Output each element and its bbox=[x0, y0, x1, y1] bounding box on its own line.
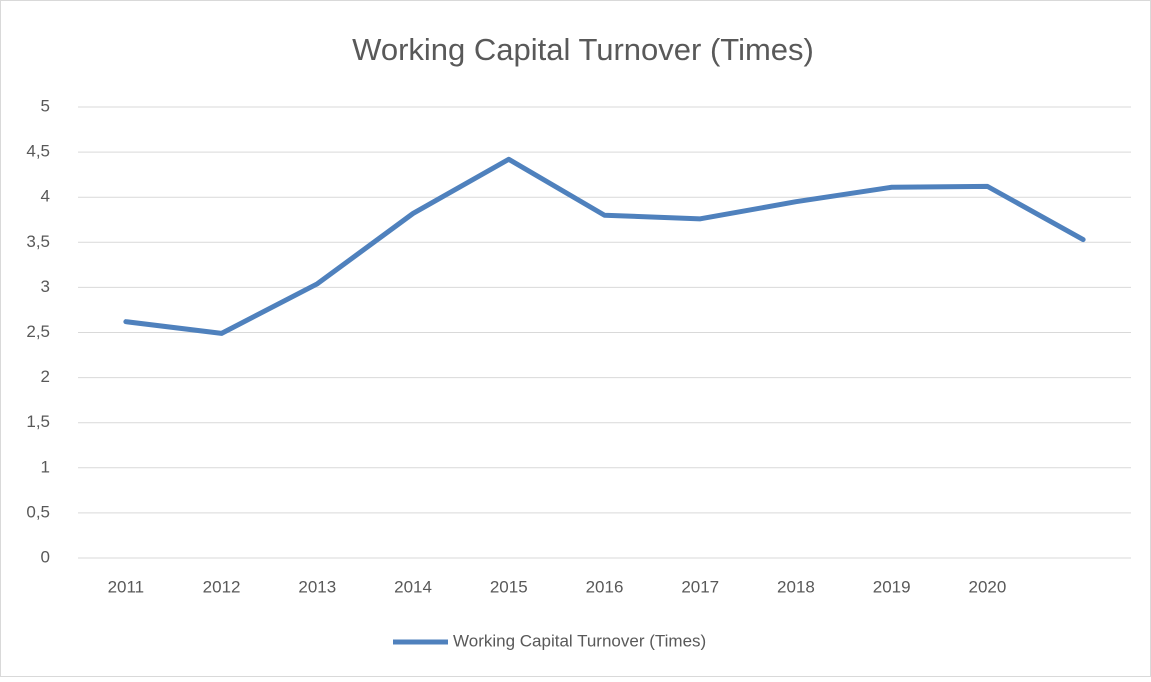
x-tick-label: 2012 bbox=[203, 577, 241, 596]
x-tick-label: 2013 bbox=[298, 577, 336, 596]
x-tick-label: 2011 bbox=[108, 577, 145, 596]
chart-title: Working Capital Turnover (Times) bbox=[352, 32, 814, 67]
y-tick-label: 2,5 bbox=[26, 322, 50, 341]
y-tick-label: 5 bbox=[41, 96, 50, 115]
legend-label: Working Capital Turnover (Times) bbox=[453, 631, 706, 650]
x-tick-label: 2016 bbox=[586, 577, 624, 596]
y-tick-label: 4 bbox=[41, 187, 50, 206]
x-tick-label: 2019 bbox=[873, 577, 911, 596]
y-tick-label: 0 bbox=[41, 547, 50, 566]
y-tick-label: 3,5 bbox=[26, 232, 50, 251]
y-tick-label: 4,5 bbox=[26, 142, 50, 161]
x-tick-label: 2018 bbox=[777, 577, 815, 596]
x-tick-label: 2015 bbox=[490, 577, 528, 596]
y-tick-label: 1 bbox=[41, 457, 50, 476]
x-tick-label: 2014 bbox=[394, 577, 432, 596]
y-tick-label: 0,5 bbox=[26, 502, 50, 521]
x-tick-label: 2020 bbox=[968, 577, 1006, 596]
y-tick-label: 1,5 bbox=[26, 412, 50, 431]
x-tick-label: 2017 bbox=[681, 577, 719, 596]
y-tick-label: 3 bbox=[41, 277, 50, 296]
data-line bbox=[123, 156, 1086, 336]
y-tick-label: 2 bbox=[41, 367, 50, 386]
